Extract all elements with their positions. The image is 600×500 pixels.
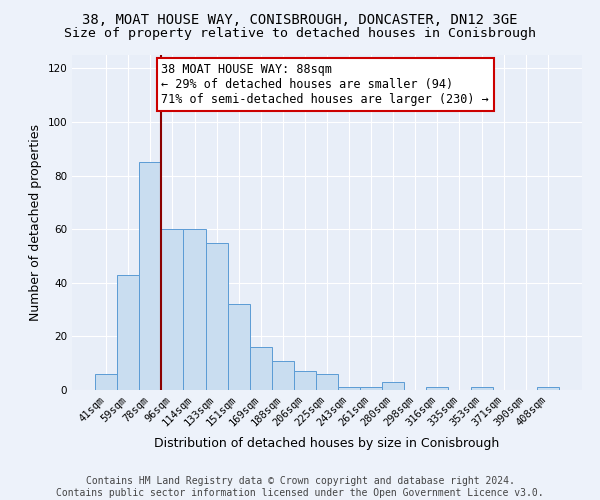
Bar bbox=[250, 347, 272, 390]
Bar bbox=[139, 162, 161, 390]
Text: 38, MOAT HOUSE WAY, CONISBROUGH, DONCASTER, DN12 3GE: 38, MOAT HOUSE WAY, CONISBROUGH, DONCAST… bbox=[82, 12, 518, 26]
Bar bbox=[360, 388, 382, 390]
Bar bbox=[537, 388, 559, 390]
Bar bbox=[338, 388, 360, 390]
Text: Size of property relative to detached houses in Conisbrough: Size of property relative to detached ho… bbox=[64, 28, 536, 40]
Text: 38 MOAT HOUSE WAY: 88sqm
← 29% of detached houses are smaller (94)
71% of semi-d: 38 MOAT HOUSE WAY: 88sqm ← 29% of detach… bbox=[161, 63, 489, 106]
Text: Contains HM Land Registry data © Crown copyright and database right 2024.
Contai: Contains HM Land Registry data © Crown c… bbox=[56, 476, 544, 498]
Bar bbox=[117, 275, 139, 390]
Bar bbox=[272, 360, 294, 390]
Bar bbox=[470, 388, 493, 390]
Bar bbox=[184, 229, 206, 390]
Bar bbox=[95, 374, 117, 390]
Bar bbox=[206, 242, 227, 390]
X-axis label: Distribution of detached houses by size in Conisbrough: Distribution of detached houses by size … bbox=[154, 437, 500, 450]
Bar bbox=[294, 371, 316, 390]
Bar bbox=[427, 388, 448, 390]
Y-axis label: Number of detached properties: Number of detached properties bbox=[29, 124, 42, 321]
Bar bbox=[382, 382, 404, 390]
Bar bbox=[316, 374, 338, 390]
Bar bbox=[161, 229, 184, 390]
Bar bbox=[227, 304, 250, 390]
